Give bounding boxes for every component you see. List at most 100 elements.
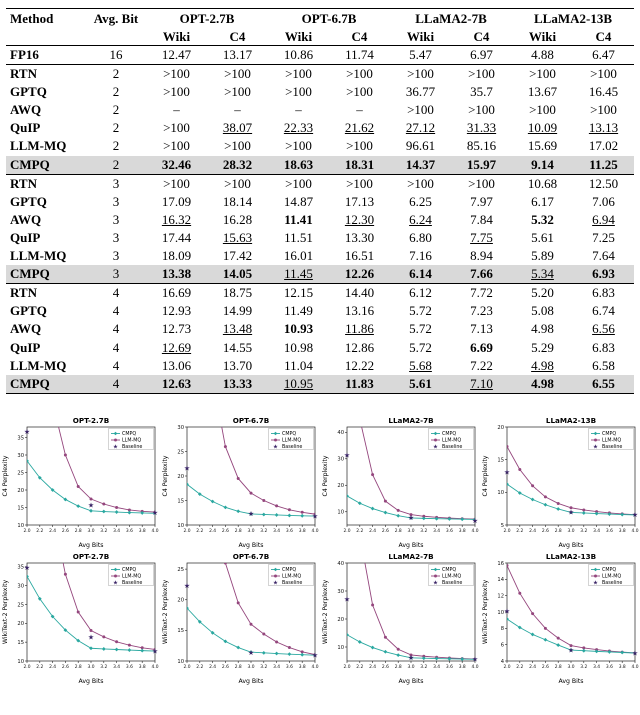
svg-text:3.0: 3.0 (568, 664, 575, 670)
baseline-star-marker: ★ (344, 595, 350, 603)
method-cell: RTN (10, 285, 37, 301)
baseline-star-marker: ★ (88, 633, 94, 641)
baseline-star-marker: ★ (408, 654, 414, 662)
svg-text:2.8: 2.8 (555, 664, 562, 670)
svg-text:CMPQ: CMPQ (282, 431, 296, 437)
svg-text:3.2: 3.2 (420, 528, 427, 534)
chart-series (347, 562, 475, 661)
svg-text:30: 30 (337, 589, 344, 595)
subheader-c4: C4 (473, 29, 490, 44)
baseline-star-marker: ★ (312, 512, 318, 520)
value-cell: 22.33 (283, 120, 314, 136)
value-cell: 7.23 (470, 303, 493, 319)
value-cell: 4.98 (531, 357, 554, 373)
value-cell: 12.93 (161, 303, 192, 319)
svg-text:2.2: 2.2 (196, 528, 203, 534)
value-cell: 7.97 (470, 193, 493, 209)
svg-text:2.6: 2.6 (542, 528, 549, 534)
table-row: LLM-MQ 3 18.09 17.42 16.01 16.51 7.16 8.94 5.89 7… (6, 247, 634, 265)
subheader-c4: C4 (351, 29, 368, 44)
value-cell: 6.25 (409, 193, 432, 209)
svg-text:2.4: 2.4 (369, 528, 376, 534)
svg-text:4.0: 4.0 (152, 528, 159, 534)
chart-series (27, 562, 155, 653)
svg-text:3.2: 3.2 (420, 664, 427, 670)
svg-text:30: 30 (17, 453, 24, 459)
svg-text:LLM-MQ: LLM-MQ (282, 573, 301, 579)
subheader-c4: C4 (595, 29, 612, 44)
value-cell: 17.44 (161, 229, 192, 245)
table-row: RTN 4 16.69 18.75 12.15 14.40 6.12 7.72 5.20 6.83 (6, 283, 634, 303)
value-cell: 12.69 (161, 339, 192, 355)
method-cell: LLM-MQ (10, 248, 67, 264)
value-cell: 13.67 (527, 84, 558, 100)
value-cell: 5.72 (409, 321, 432, 337)
svg-text:3.0: 3.0 (408, 664, 415, 670)
value-cell: 7.13 (470, 321, 493, 337)
value-cell: 10.09 (527, 120, 558, 136)
svg-text:LLaMA2-13B: LLaMA2-13B (546, 552, 596, 561)
value-cell: – (295, 102, 302, 118)
value-cell: 4.98 (531, 375, 554, 391)
table-row: CMPQ 4 12.63 13.33 10.95 11.83 5.61 7.10 4.98 6.5… (6, 374, 634, 394)
value-cell: 11.86 (345, 321, 374, 337)
value-cell: 12.22 (344, 357, 375, 373)
svg-text:3.2: 3.2 (260, 664, 267, 670)
value-cell: 5.47 (409, 47, 432, 62)
value-cell: 12.30 (344, 211, 375, 227)
table-row: CMPQ 2 32.46 28.32 18.63 18.31 14.37 15.97 9.14 1… (6, 155, 634, 175)
svg-text:2.2: 2.2 (516, 528, 523, 534)
svg-text:OPT-6.7B: OPT-6.7B (233, 552, 269, 561)
subheader-wiki: Wiki (406, 29, 435, 44)
svg-text:2.4: 2.4 (529, 528, 536, 534)
baseline-star-marker: ★ (472, 655, 478, 663)
value-cell: 18.63 (283, 156, 314, 172)
value-cell: 14.55 (222, 339, 253, 355)
value-cell: 17.09 (161, 193, 192, 209)
value-cell: 17.02 (588, 138, 619, 154)
svg-text:20: 20 (497, 425, 504, 431)
svg-text:2.8: 2.8 (235, 528, 242, 534)
baseline-star-marker: ★ (408, 514, 414, 522)
svg-text:3.4: 3.4 (433, 664, 440, 670)
svg-text:★: ★ (593, 443, 598, 450)
value-cell: – (356, 102, 363, 118)
svg-text:3.2: 3.2 (260, 528, 267, 534)
avg-bit-cell: 3 (112, 193, 120, 209)
value-cell: 13.38 (161, 266, 192, 282)
svg-text:CMPQ: CMPQ (282, 567, 296, 573)
method-cell: AWQ (10, 321, 42, 337)
value-cell: 5.61 (531, 229, 554, 245)
svg-text:4.0: 4.0 (152, 664, 159, 670)
value-cell: >100 (529, 66, 556, 82)
svg-text:2.2: 2.2 (356, 528, 363, 534)
value-cell: 13.33 (222, 375, 253, 391)
svg-text:LLM-MQ: LLM-MQ (282, 437, 301, 443)
value-cell: 7.06 (592, 193, 615, 209)
svg-text:2.0: 2.0 (184, 528, 191, 534)
svg-text:Avg Bits: Avg Bits (78, 542, 103, 549)
chart-panel: 10 15 20 25 30 35 2.0 2.2 2.4 2.6 2.8 3.0 3.2 3.4 3.6 3… (2, 416, 159, 549)
svg-text:★: ★ (433, 443, 438, 450)
svg-text:3.6: 3.6 (286, 528, 293, 534)
value-cell: 6.80 (409, 229, 432, 245)
value-cell: >100 (590, 102, 617, 118)
value-cell: 11.74 (345, 47, 374, 62)
table-row: GPTQ 2 >100 >100 >100 >100 36.77 35.7 13.67 16.45 (6, 83, 634, 101)
table-row: AWQ 3 16.32 16.28 11.41 12.30 6.24 7.84 5.32 6.94 (6, 211, 634, 229)
svg-text:2.2: 2.2 (36, 528, 43, 534)
svg-text:2.6: 2.6 (382, 664, 389, 670)
svg-text:4: 4 (501, 659, 505, 665)
svg-text:3.8: 3.8 (459, 528, 466, 534)
chart-series (187, 562, 315, 657)
value-cell: 6.55 (592, 375, 615, 391)
baseline-star-marker: ★ (312, 651, 318, 659)
value-cell: 16.51 (344, 248, 375, 264)
chart-panel: 10 20 30 40 2.0 2.2 2.4 2.6 2.8 3.0 3.2 3.4 3.6 3.8 4.… (322, 552, 479, 685)
value-cell: >100 (346, 66, 373, 82)
svg-text:OPT-6.7B: OPT-6.7B (233, 416, 269, 425)
method-cell: GPTQ (10, 84, 47, 100)
value-cell: >100 (407, 66, 434, 82)
svg-text:Avg Bits: Avg Bits (558, 678, 583, 685)
svg-text:Avg Bits: Avg Bits (238, 542, 263, 549)
